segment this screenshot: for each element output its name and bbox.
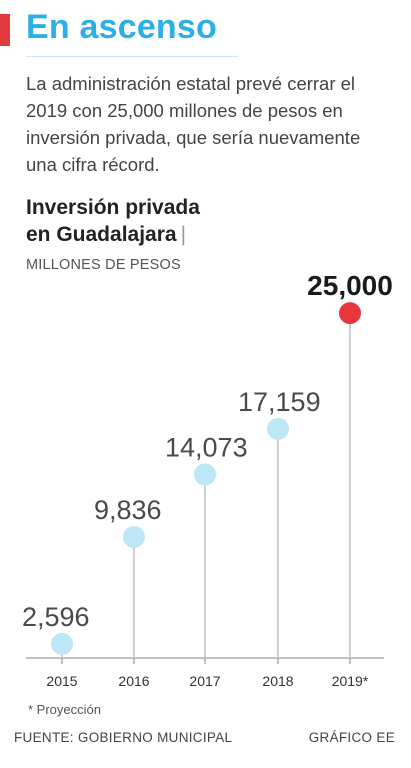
data-point-2016 bbox=[123, 525, 145, 548]
value-label-2018: 17,159 bbox=[238, 387, 321, 417]
footnote: * Proyección bbox=[28, 702, 101, 717]
x-tick-label-2017: 2017 bbox=[189, 673, 220, 689]
x-tick-label-2015: 2015 bbox=[46, 673, 77, 689]
x-tick-label-2018: 2018 bbox=[262, 673, 293, 689]
chart-title: Inversión privada en Guadalajara | bbox=[26, 194, 200, 248]
value-label-2019*: 25,000 bbox=[307, 270, 393, 301]
value-label-2016: 9,836 bbox=[94, 495, 162, 525]
graphic-credit: GRÁFICO EE bbox=[308, 730, 395, 745]
data-point-2019* bbox=[339, 302, 361, 325]
headline: En ascenso bbox=[26, 8, 217, 46]
chart-unit-label: MILLONES DE PESOS bbox=[26, 257, 181, 273]
data-point-2018 bbox=[267, 417, 289, 440]
data-point-2015 bbox=[51, 632, 73, 655]
x-tick-label-2019*: 2019* bbox=[332, 673, 369, 689]
chart-title-line1: Inversión privada bbox=[26, 196, 200, 219]
intro-text: La administración estatal prevé cerrar e… bbox=[26, 73, 361, 175]
x-tick-label-2016: 2016 bbox=[118, 673, 149, 689]
headline-rule bbox=[26, 56, 238, 57]
value-label-2015: 2,596 bbox=[22, 602, 90, 632]
value-label-2017: 14,073 bbox=[165, 432, 248, 462]
data-point-2017 bbox=[194, 463, 216, 486]
chart-title-line2: en Guadalajara | bbox=[26, 221, 200, 248]
accent-bar bbox=[0, 14, 10, 46]
title-separator: | bbox=[180, 223, 187, 246]
source-credit: FUENTE: GOBIERNO MUNICIPAL bbox=[14, 730, 233, 745]
chart-title-line2-text: en Guadalajara bbox=[26, 223, 177, 246]
